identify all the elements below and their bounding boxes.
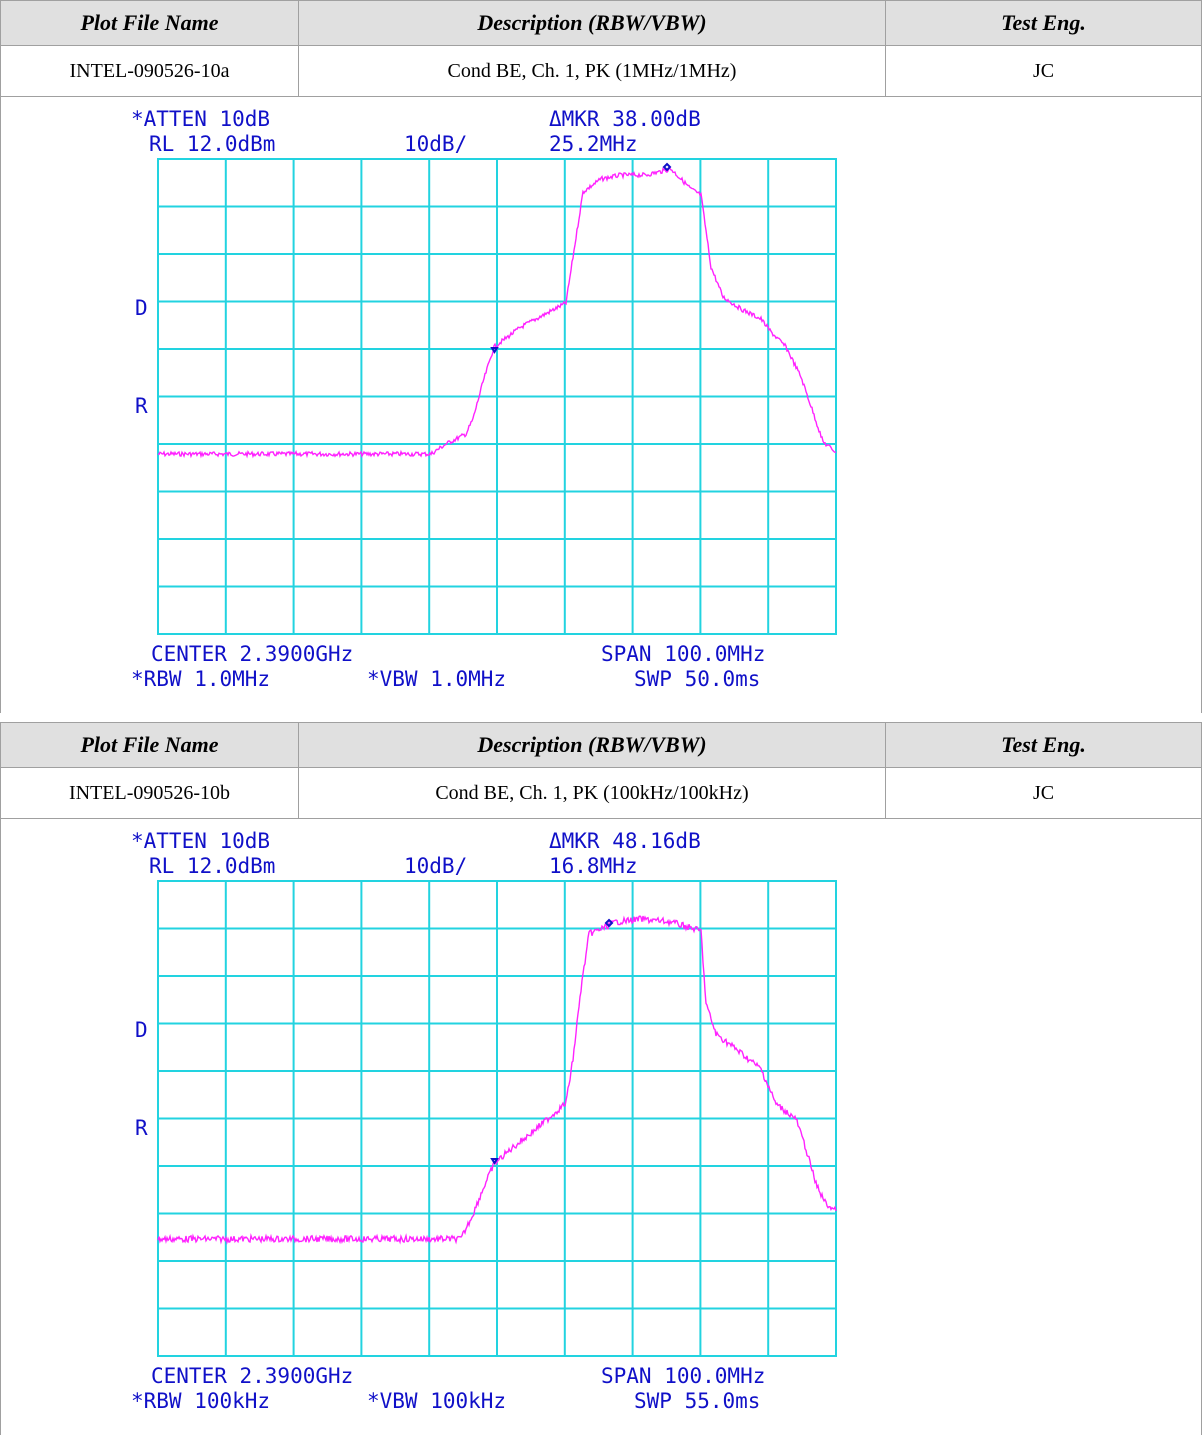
header-description: Description (RBW/VBW) xyxy=(299,1,886,45)
table-header-row: Plot File Name Description (RBW/VBW) Tes… xyxy=(1,0,1201,46)
table-header-row: Plot File Name Description (RBW/VBW) Tes… xyxy=(1,722,1201,768)
table-row: INTEL-090526-10b Cond BE, Ch. 1, PK (100… xyxy=(1,768,1201,819)
header-description: Description (RBW/VBW) xyxy=(299,723,886,767)
d-label: D xyxy=(135,1018,148,1042)
marker-reference-icon xyxy=(490,1158,499,1165)
rbw-label: *RBW 1.0MHz xyxy=(131,667,270,691)
description: Cond BE, Ch. 1, PK (1MHz/1MHz) xyxy=(299,46,886,96)
rl-label: RL 12.0dBm xyxy=(149,132,275,156)
spectrum-plot-2: *ATTEN 10dB RL 12.0dBm 10dB/ ΔMKR 48.16d… xyxy=(131,829,837,1413)
graticule xyxy=(157,880,837,1357)
marker-freq-label: 25.2MHz xyxy=(549,132,638,156)
atten-label: *ATTEN 10dB xyxy=(131,829,270,853)
center-label: CENTER 2.3900GHz xyxy=(151,1364,353,1388)
span-label: SPAN 100.0MHz xyxy=(601,642,765,666)
vbw-label: *VBW 100kHz xyxy=(367,1389,506,1413)
center-label: CENTER 2.3900GHz xyxy=(151,642,353,666)
table-row: INTEL-090526-10a Cond BE, Ch. 1, PK (1MH… xyxy=(1,46,1201,97)
entry-block-1: Plot File Name Description (RBW/VBW) Tes… xyxy=(0,0,1202,713)
test-engineer: JC xyxy=(1032,59,1055,82)
marker-delta-label: ΔMKR 38.00dB xyxy=(549,107,701,131)
marker-freq-label: 16.8MHz xyxy=(549,854,638,878)
marker-peak-icon xyxy=(604,918,614,928)
vbw-label: *VBW 1.0MHz xyxy=(367,667,506,691)
header-plot-file-name: Plot File Name xyxy=(1,1,299,45)
r-label: R xyxy=(135,394,148,418)
plot-file-name: INTEL-090526-10b xyxy=(1,768,299,818)
span-label: SPAN 100.0MHz xyxy=(601,1364,765,1388)
header-test-eng: Test Eng. xyxy=(886,723,1201,767)
test-engineer: JC xyxy=(1032,781,1055,804)
plot-row: *ATTEN 10dB RL 12.0dBm 10dB/ ΔMKR 48.16d… xyxy=(1,819,1201,1435)
sweep-label: SWP 55.0ms xyxy=(634,1389,760,1413)
spectrum-trace xyxy=(157,915,837,1245)
atten-label: *ATTEN 10dB xyxy=(131,107,270,131)
sweep-label: SWP 50.0ms xyxy=(634,667,760,691)
description: Cond BE, Ch. 1, PK (100kHz/100kHz) xyxy=(299,768,886,818)
graticule xyxy=(157,158,837,635)
plot-file-name: INTEL-090526-10a xyxy=(1,46,299,96)
scale-label: 10dB/ xyxy=(404,854,467,878)
plot-row: *ATTEN 10dB RL 12.0dBm 10dB/ ΔMKR 38.00d… xyxy=(1,97,1201,713)
d-label: D xyxy=(135,296,148,320)
marker-reference-icon xyxy=(490,347,499,354)
rbw-label: *RBW 100kHz xyxy=(131,1389,270,1413)
marker-peak-icon xyxy=(662,162,672,172)
header-plot-file-name: Plot File Name xyxy=(1,723,299,767)
r-label: R xyxy=(135,1116,148,1140)
scale-label: 10dB/ xyxy=(404,132,467,156)
header-test-eng: Test Eng. xyxy=(886,1,1201,45)
entry-block-2: Plot File Name Description (RBW/VBW) Tes… xyxy=(0,722,1202,1435)
rl-label: RL 12.0dBm xyxy=(149,854,275,878)
marker-delta-label: ΔMKR 48.16dB xyxy=(549,829,701,853)
spectrum-plot-1: *ATTEN 10dB RL 12.0dBm 10dB/ ΔMKR 38.00d… xyxy=(131,107,837,691)
